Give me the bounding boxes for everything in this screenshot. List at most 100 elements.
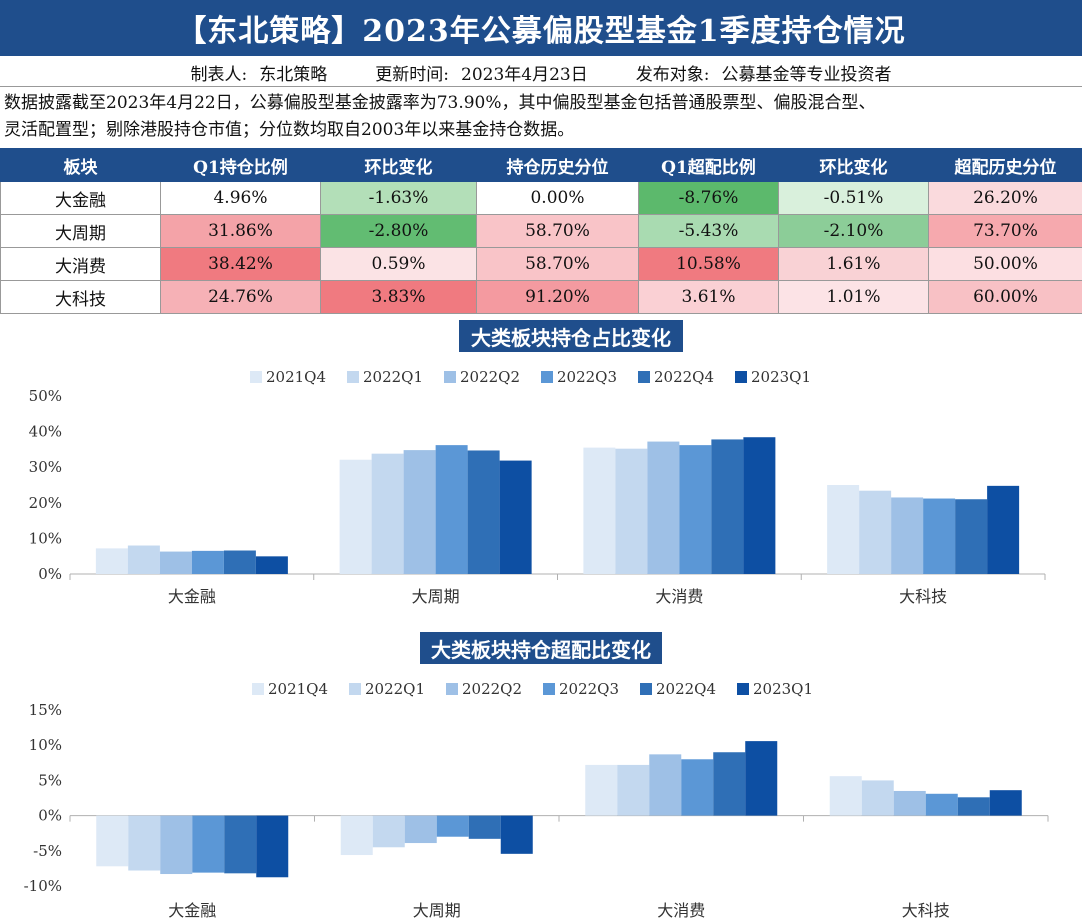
- table-body: 大金融 4.96% -1.63% 0.00% -8.76% -0.51% 26.20% 大周期…: [0, 181, 1082, 314]
- table-cell: 60.00%: [928, 280, 1082, 314]
- category-label: 大金融: [168, 587, 216, 606]
- chart1-title: 大类板块持仓占比变化: [459, 320, 683, 352]
- y-tick-label: 0%: [38, 807, 62, 825]
- bar: [403, 450, 436, 574]
- sector-name-cell: 大消费: [0, 247, 161, 281]
- table-cell: 73.70%: [928, 214, 1082, 248]
- holding-ratio-chart: 2021Q4 2022Q1 2022Q2 2022Q3 2022Q4 2023Q1 0% 10…: [29, 368, 1046, 606]
- table-row: 大科技 24.76% 3.83% 91.20% 3.61% 1.01% 60.00%: [0, 280, 1082, 314]
- table-cell: 10.58%: [638, 247, 779, 281]
- table-cell: 50.00%: [928, 247, 1082, 281]
- table-cell: 3.61%: [638, 280, 779, 314]
- legend-label: 2022Q1: [365, 680, 425, 698]
- chart2-title: 大类板块持仓超配比变化: [420, 632, 662, 664]
- legend-label: 2022Q2: [460, 368, 520, 386]
- table-cell: -8.76%: [638, 181, 779, 215]
- table-header-cell: 板块: [0, 148, 161, 182]
- legend-label: 2022Q4: [656, 680, 716, 698]
- legend-swatch: [349, 683, 361, 695]
- table-cell: -1.63%: [320, 181, 477, 215]
- legend-swatch: [541, 371, 553, 383]
- category-label: 大消费: [657, 901, 705, 920]
- bar: [339, 459, 372, 574]
- table-header-cell: 持仓历史分位: [476, 148, 639, 182]
- table-header-cell: 环比变化: [320, 148, 477, 182]
- bar: [925, 793, 958, 816]
- legend-label: 2022Q1: [363, 368, 423, 386]
- category-label: 大科技: [902, 901, 950, 920]
- y-tick-label: 30%: [29, 458, 62, 476]
- bar: [987, 485, 1020, 574]
- bar: [96, 815, 129, 867]
- bar: [255, 556, 288, 574]
- legend-label: 2022Q4: [654, 368, 714, 386]
- bar: [435, 445, 468, 574]
- legend-label: 2023Q1: [753, 680, 813, 698]
- table-cell: 58.70%: [476, 247, 639, 281]
- bar: [989, 790, 1022, 816]
- bar: [679, 445, 712, 574]
- bar: [223, 550, 256, 574]
- bar: [617, 764, 650, 816]
- bar: [893, 790, 926, 816]
- bar: [713, 752, 746, 816]
- sector-name-cell: 大金融: [0, 181, 161, 215]
- table-cell: -2.80%: [320, 214, 477, 248]
- y-tick-label: 50%: [29, 387, 62, 405]
- maker-info: 制表人: 东北策略: [190, 64, 328, 85]
- bar: [95, 548, 128, 574]
- bar: [224, 815, 257, 874]
- table-cell: 0.00%: [476, 181, 639, 215]
- y-tick-label: 0%: [38, 565, 62, 583]
- legend-swatch: [444, 371, 456, 383]
- legend-swatch: [252, 683, 264, 695]
- bar: [371, 453, 404, 574]
- table-cell: 91.20%: [476, 280, 639, 314]
- bar: [160, 815, 193, 875]
- sector-name-cell: 大科技: [0, 280, 161, 314]
- table-cell: 31.86%: [160, 214, 321, 248]
- y-tick-label: 10%: [29, 736, 62, 754]
- bar: [829, 776, 862, 816]
- table-cell: 1.01%: [778, 280, 929, 314]
- legend-swatch: [640, 683, 652, 695]
- table-cell: 58.70%: [476, 214, 639, 248]
- legend-swatch: [250, 371, 262, 383]
- data-note: 数据披露截至2023年4月22日，公募偏股型基金披露率为73.90%，其中偏股型…: [4, 90, 1078, 144]
- y-tick-label: -5%: [33, 842, 62, 860]
- legend-label: 2022Q2: [462, 680, 522, 698]
- y-tick-label: 15%: [29, 701, 62, 719]
- sector-name-cell: 大周期: [0, 214, 161, 248]
- table-header-cell: Q1超配比例: [638, 148, 779, 182]
- bar: [861, 780, 894, 816]
- category-label: 大金融: [168, 901, 216, 920]
- bar: [955, 499, 988, 574]
- bar: [923, 498, 956, 574]
- table-header-cell: Q1持仓比例: [160, 148, 321, 182]
- summary-table: 板块 Q1持仓比例 环比变化 持仓历史分位 Q1超配比例 环比变化 超配历史分位 大金融 4.…: [0, 148, 1082, 314]
- legend-swatch: [543, 683, 555, 695]
- table-cell: 24.76%: [160, 280, 321, 314]
- table-cell: 4.96%: [160, 181, 321, 215]
- bar: [649, 754, 682, 816]
- table-cell: -5.43%: [638, 214, 779, 248]
- bar: [583, 447, 616, 574]
- bar: [745, 741, 778, 816]
- overweight-ratio-chart: 2021Q4 2022Q1 2022Q2 2022Q3 2022Q4 2023Q1 -10%…: [24, 680, 1049, 920]
- y-tick-label: 5%: [38, 771, 62, 789]
- legend-swatch: [737, 683, 749, 695]
- category-label: 大消费: [655, 587, 703, 606]
- category-label: 大科技: [899, 587, 947, 606]
- legend-label: 2022Q3: [559, 680, 619, 698]
- page-title: 【东北策略】2023年公募偏股型基金1季度持仓情况: [0, 0, 1082, 56]
- bar: [499, 460, 532, 574]
- bar: [743, 437, 776, 574]
- legend-swatch: [735, 371, 747, 383]
- table-cell: -0.51%: [778, 181, 929, 215]
- bar: [159, 551, 192, 574]
- audience-info: 发布对象: 公募基金等专业投资者: [635, 64, 892, 85]
- bar: [585, 764, 618, 816]
- table-header-cell: 超配历史分位: [928, 148, 1082, 182]
- bar: [436, 815, 469, 837]
- y-tick-label: -10%: [24, 877, 62, 895]
